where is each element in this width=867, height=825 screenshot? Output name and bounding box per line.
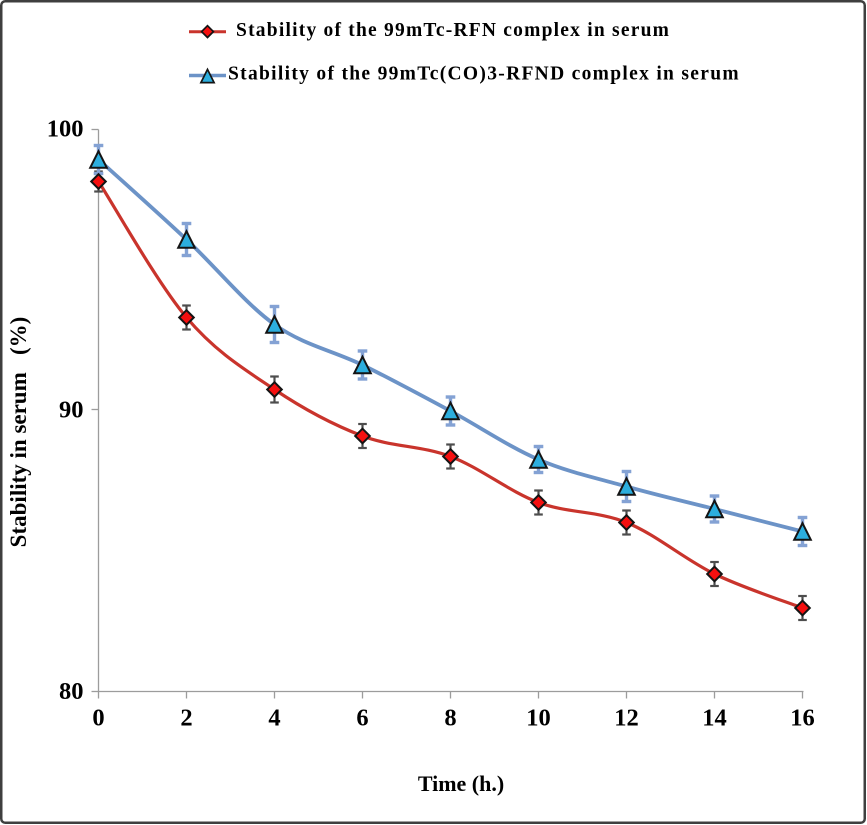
- svg-text:4: 4: [268, 705, 280, 732]
- svg-text:Stability in serum (%): Stability in serum (%): [6, 317, 31, 548]
- svg-text:2: 2: [180, 705, 192, 732]
- svg-text:Stability of the 99mTc-RFN com: Stability of the 99mTc-RFN complex in se…: [236, 20, 670, 41]
- svg-text:100: 100: [47, 116, 84, 143]
- svg-text:90: 90: [59, 397, 84, 424]
- svg-text:12: 12: [614, 705, 639, 732]
- svg-text:80: 80: [59, 678, 84, 705]
- svg-text:Stability of the 99mTc(CO)3-RF: Stability of the 99mTc(CO)3-RFND complex…: [228, 64, 740, 85]
- svg-text:10: 10: [526, 705, 551, 732]
- svg-text:Time (h.): Time (h.): [418, 771, 504, 796]
- svg-text:16: 16: [790, 705, 815, 732]
- svg-text:0: 0: [92, 705, 104, 732]
- svg-text:6: 6: [356, 705, 368, 732]
- svg-text:8: 8: [444, 705, 456, 732]
- svg-text:14: 14: [702, 705, 727, 732]
